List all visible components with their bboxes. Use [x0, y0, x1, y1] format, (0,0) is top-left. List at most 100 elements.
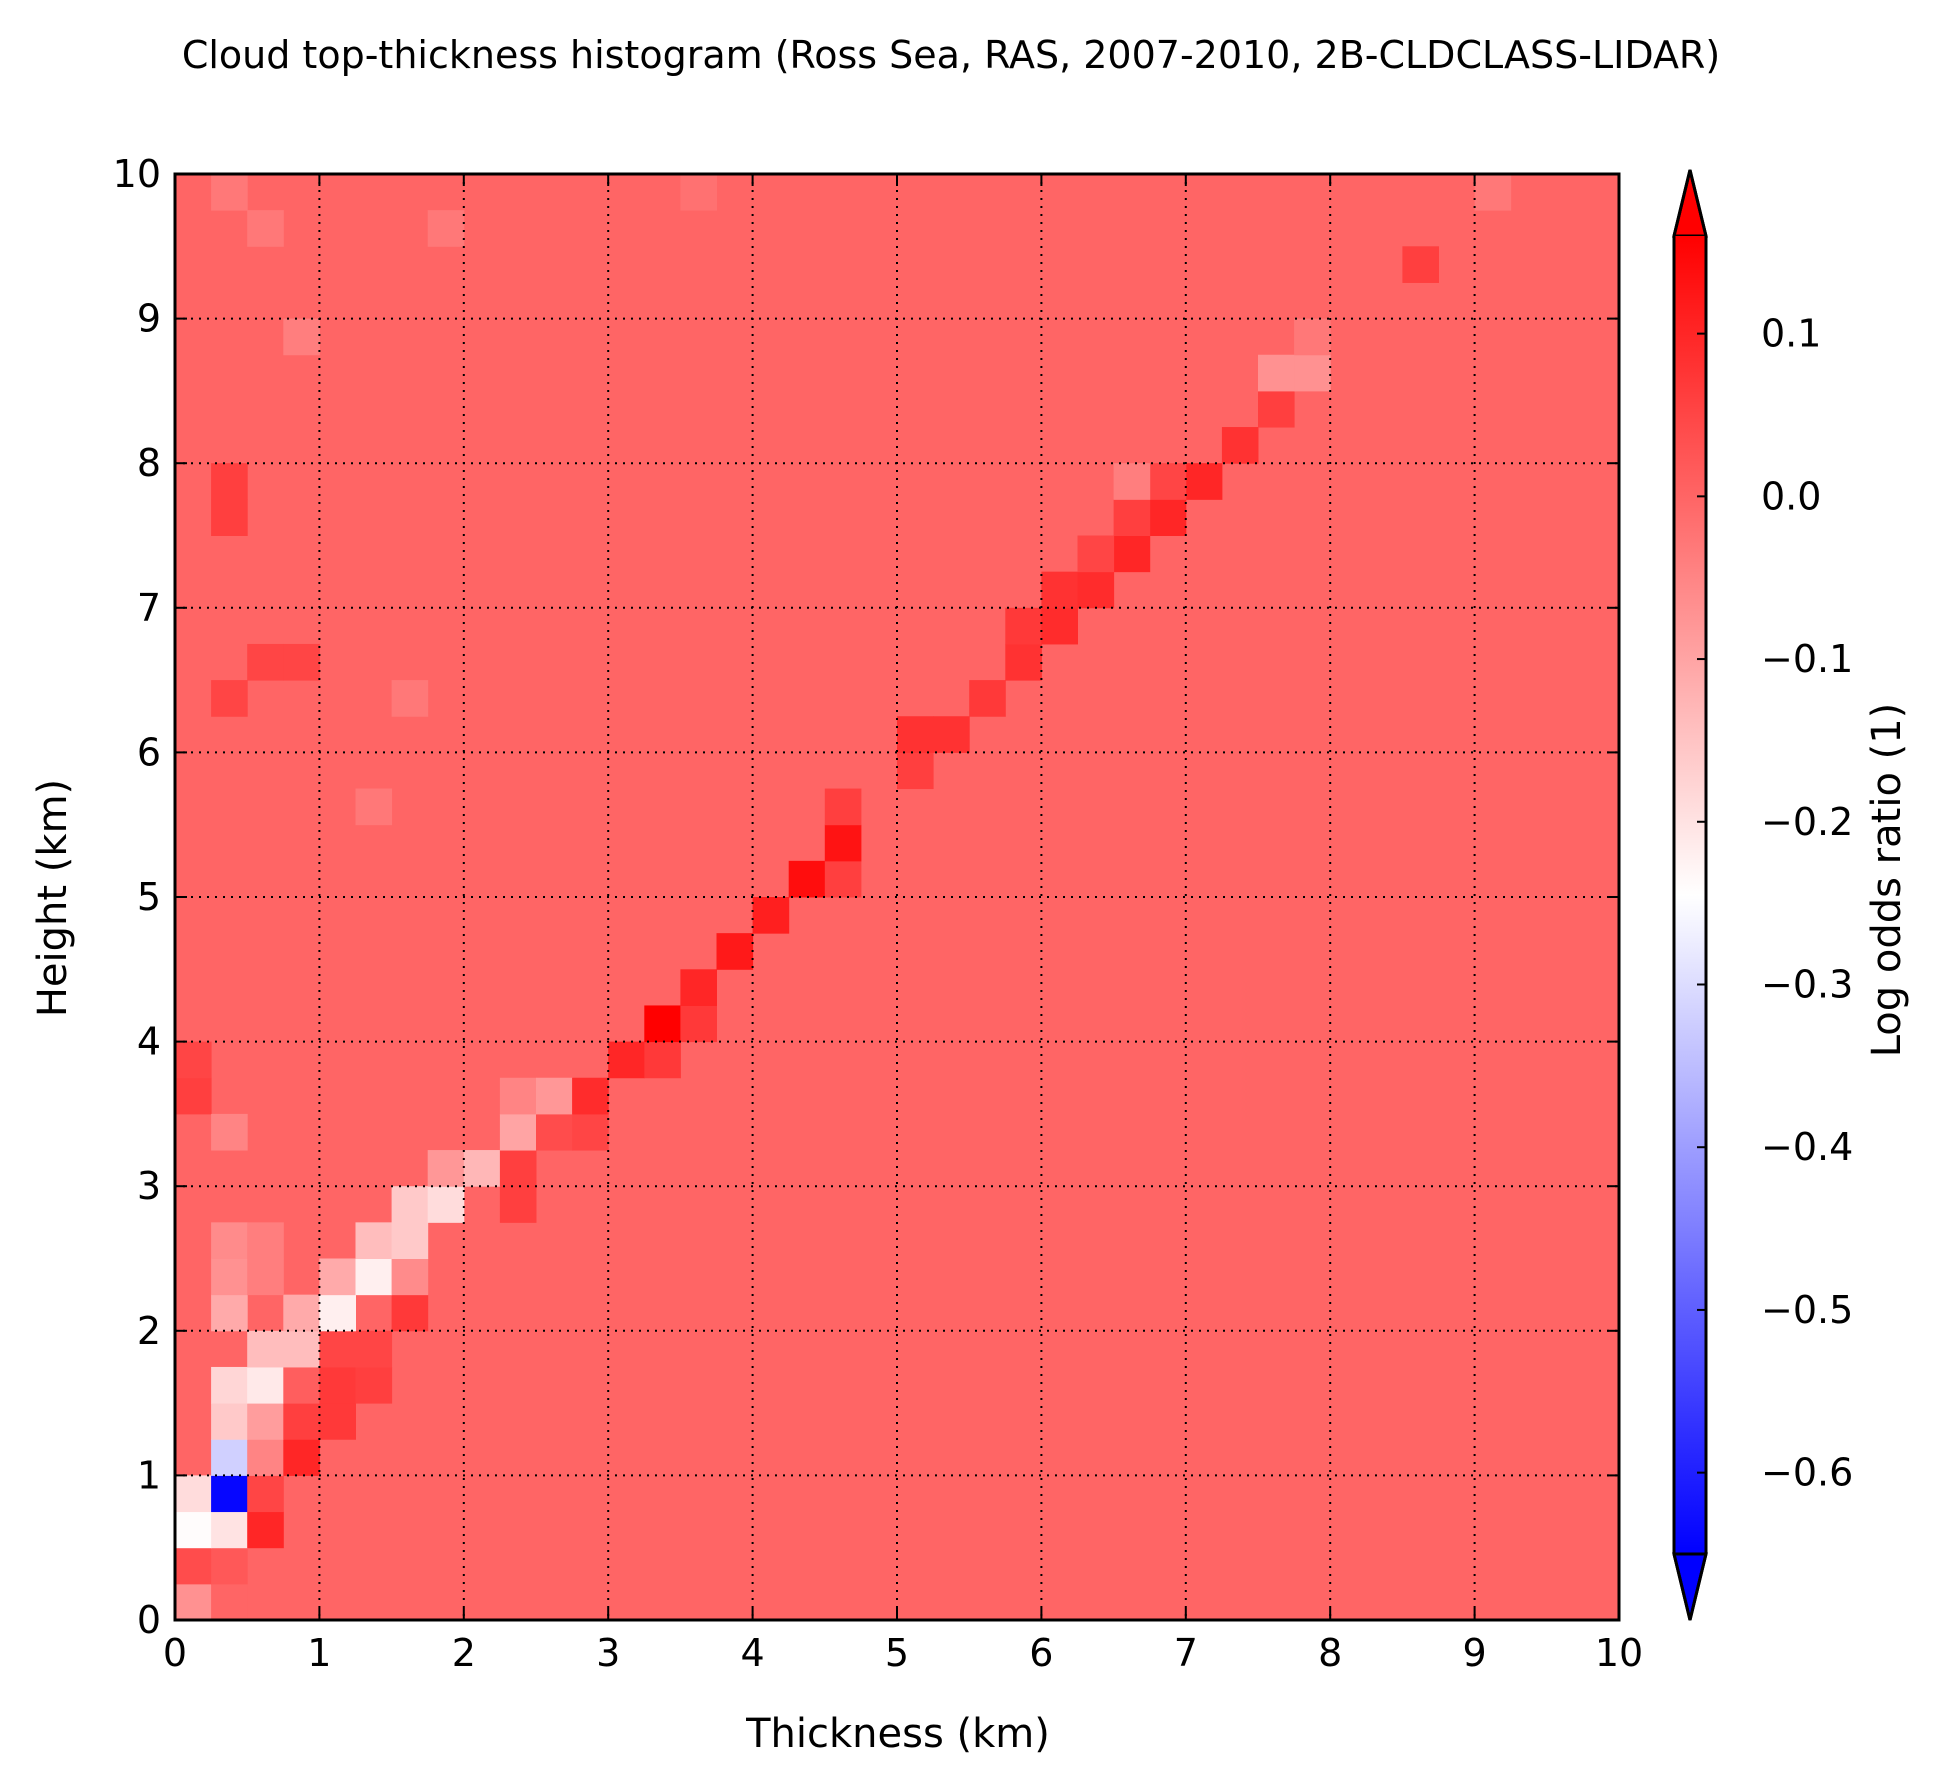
heatmap-cell: [283, 318, 320, 356]
heatmap-cell: [247, 1475, 284, 1513]
heatmap-cell: [175, 1475, 212, 1513]
colorbar-body: [1674, 236, 1706, 1554]
heatmap-cell: [319, 1403, 356, 1440]
y-tick-label: 0: [137, 1598, 161, 1642]
heatmap-cell: [716, 933, 754, 970]
heatmap-cell: [969, 680, 1006, 717]
colorbar-tick-label: −0.4: [1761, 1125, 1853, 1169]
y-tick-label: 5: [137, 875, 161, 919]
heatmap-cell: [1294, 318, 1331, 356]
heatmap-cell: [211, 1258, 248, 1296]
heatmap-cell: [1221, 427, 1259, 464]
heatmap-cell: [499, 1150, 537, 1187]
x-tick-label: 5: [885, 1631, 909, 1675]
heatmap-cell: [211, 1547, 248, 1585]
heatmap-cell: [536, 1113, 573, 1151]
heatmap-cell: [175, 1077, 212, 1115]
x-tick-label: 9: [1463, 1631, 1487, 1675]
heatmap-cell: [680, 969, 717, 1006]
heatmap-cell: [355, 788, 393, 826]
heatmap-cell: [247, 1258, 284, 1296]
heatmap-cell: [499, 1113, 537, 1151]
heatmap-cell: [1294, 354, 1331, 392]
x-tick-label: 2: [452, 1631, 476, 1675]
heatmap-cell: [247, 1403, 284, 1440]
heatmap-cell: [1185, 463, 1223, 500]
heatmap-cell: [391, 1186, 429, 1223]
heatmap-cell: [175, 1547, 212, 1585]
colorbar-tick-label: −0.5: [1761, 1288, 1853, 1332]
heatmap-cell: [211, 1439, 248, 1476]
y-tick-label: 4: [137, 1020, 161, 1064]
heatmap-cell: [391, 1258, 429, 1296]
heatmap-cell: [463, 1150, 501, 1187]
heatmap-cell: [391, 1222, 429, 1259]
heatmap-cell: [247, 1330, 284, 1368]
colorbar-tick-label: 0.1: [1761, 312, 1821, 356]
colorbar-outline: [1672, 169, 1708, 1621]
heatmap-cell: [1402, 246, 1439, 283]
heatmap-cell: [644, 1005, 681, 1043]
y-tick-label: 10: [113, 152, 161, 196]
heatmap-cell: [427, 1186, 465, 1223]
heatmap-cell: [211, 1294, 248, 1332]
colorbar-tick-label: 0.0: [1761, 474, 1821, 518]
heatmap-cell: [355, 1258, 393, 1296]
heatmap-cell: [211, 1113, 248, 1151]
x-tick-label: 1: [307, 1631, 331, 1675]
heatmap-cell: [391, 680, 429, 717]
colorbar-min-extend-arrow: [1672, 1552, 1708, 1621]
colorbar-max-extend-arrow: [1672, 169, 1708, 238]
heatmap-cell: [933, 716, 970, 753]
heatmap-cell: [1041, 607, 1078, 645]
y-axis-ticks: 0 1 2 3 4 5 6 7 8 9 10: [113, 152, 1619, 1642]
heatmap-cell: [824, 860, 862, 898]
colorbar-label: Log odds ratio (1): [1864, 703, 1910, 1058]
heatmap-cells: [175, 174, 1512, 1621]
heatmap-cell: [608, 1041, 645, 1079]
heatmap-cell: [1474, 174, 1512, 211]
heatmap-cell: [1149, 463, 1187, 500]
colorbar-tick-label: −0.2: [1761, 800, 1853, 844]
heatmap-cell: [283, 1439, 320, 1476]
heatmap-cell: [1113, 463, 1151, 500]
heatmap-cell: [1113, 499, 1151, 536]
heatmap-cell: [1113, 535, 1151, 573]
heatmap-cell: [572, 1077, 609, 1115]
heatmap-cell: [536, 1077, 573, 1115]
heatmap-cell: [247, 1222, 284, 1259]
heatmap-cell: [247, 643, 284, 681]
heatmap-cell: [319, 1330, 356, 1368]
x-axis-ticks: 0 1 2 3 4 5 6 7 8 9 10: [163, 174, 1643, 1675]
y-tick-label: 6: [137, 730, 161, 774]
heatmap-cell: [1077, 535, 1115, 573]
y-tick-label: 2: [137, 1309, 161, 1353]
heatmap-cell: [211, 1475, 248, 1513]
colorbar-tick-label: −0.1: [1761, 637, 1853, 681]
y-tick-label: 7: [137, 586, 161, 630]
x-tick-label: 10: [1595, 1631, 1643, 1675]
heatmap-cell: [283, 1330, 320, 1368]
heatmap-cell: [897, 752, 934, 790]
heatmap-cell: [355, 1366, 393, 1404]
heatmap-cell: [211, 1366, 248, 1404]
heatmap-cell: [1077, 571, 1115, 609]
x-tick-label: 0: [163, 1631, 187, 1675]
heatmap-cell: [211, 1222, 248, 1259]
x-axis-label: Thickness (km): [745, 1711, 1050, 1757]
heatmap-cell: [499, 1077, 537, 1115]
heatmap-cell: [175, 1511, 212, 1549]
heatmap-cell: [1005, 643, 1042, 681]
heatmap-cell: [175, 1583, 212, 1621]
heatmap-cell: [752, 897, 790, 934]
heatmap-cell: [355, 1222, 393, 1259]
heatmap-cell: [824, 788, 862, 826]
heatmap-cell: [499, 1186, 537, 1223]
heatmap-cell: [211, 1403, 248, 1440]
heatmap-cell: [319, 1258, 356, 1296]
x-tick-label: 4: [741, 1631, 765, 1675]
heatmap-cell: [824, 824, 862, 862]
heatmap-cell: [897, 716, 934, 753]
colorbar: 0.1 0.0 −0.1 −0.2 −0.3 −0.4 −0.5 −0.6: [1672, 169, 1853, 1621]
